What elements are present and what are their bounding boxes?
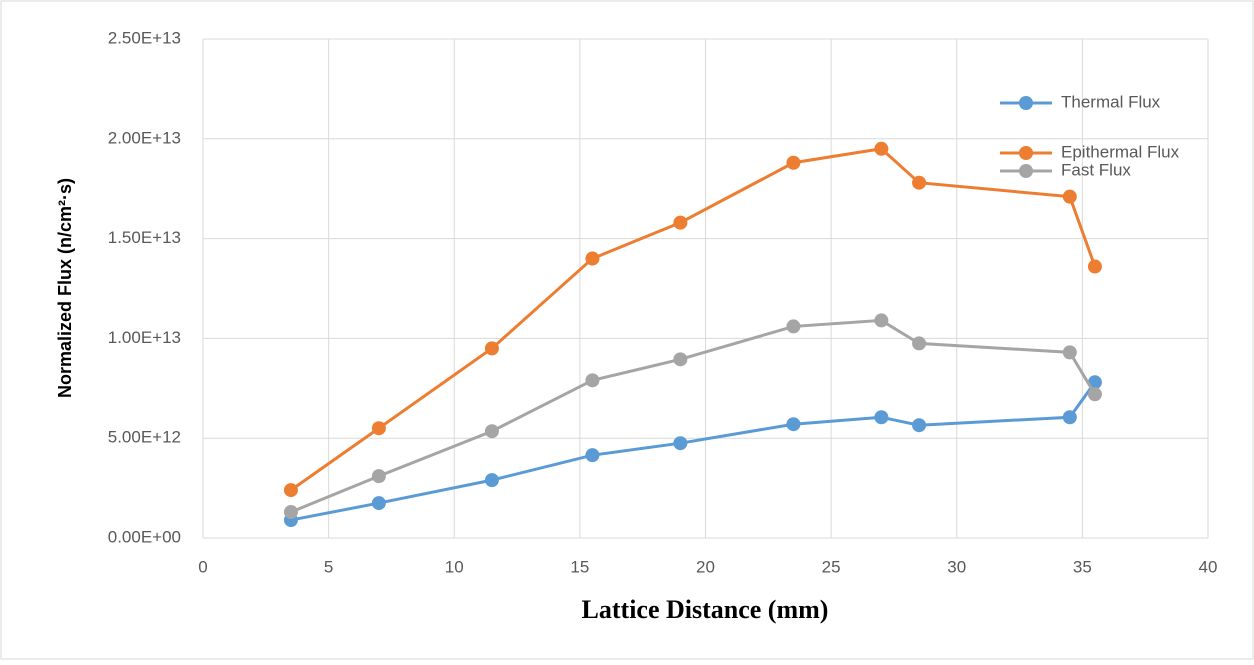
data-point xyxy=(786,319,800,333)
data-point xyxy=(1063,190,1077,204)
data-point xyxy=(284,505,298,519)
data-point xyxy=(874,410,888,424)
legend-marker xyxy=(1019,146,1033,160)
data-point xyxy=(585,252,599,266)
data-point xyxy=(372,469,386,483)
data-point xyxy=(1088,260,1102,274)
data-point xyxy=(912,176,926,190)
legend-label: Thermal Flux xyxy=(1061,92,1161,111)
data-point xyxy=(673,352,687,366)
data-point xyxy=(1088,387,1102,401)
y-tick-label: 2.00E+13 xyxy=(108,128,181,147)
data-point xyxy=(372,421,386,435)
x-tick-label: 30 xyxy=(947,557,966,576)
x-tick-label: 15 xyxy=(570,557,589,576)
y-tick-label: 5.00E+12 xyxy=(108,428,181,447)
legend-marker xyxy=(1019,164,1033,178)
data-point xyxy=(1063,410,1077,424)
x-tick-label: 35 xyxy=(1073,557,1092,576)
y-tick-label: 1.00E+13 xyxy=(108,328,181,347)
data-point xyxy=(912,336,926,350)
legend-label: Fast Flux xyxy=(1061,160,1131,179)
data-point xyxy=(874,313,888,327)
data-point xyxy=(585,448,599,462)
x-tick-label: 10 xyxy=(445,557,464,576)
x-axis-label: Lattice Distance (mm) xyxy=(582,595,829,624)
data-point xyxy=(673,216,687,230)
data-point xyxy=(485,424,499,438)
x-tick-label: 0 xyxy=(198,557,207,576)
y-tick-label: 2.50E+13 xyxy=(108,28,181,47)
legend-marker xyxy=(1019,96,1033,110)
legend-label: Epithermal Flux xyxy=(1061,142,1180,161)
data-point xyxy=(284,483,298,497)
data-point xyxy=(786,417,800,431)
y-axis-label: Normalized Flux (n/cm²·s) xyxy=(55,178,75,398)
y-tick-label: 1.50E+13 xyxy=(108,228,181,247)
data-point xyxy=(585,373,599,387)
data-point xyxy=(485,473,499,487)
x-tick-label: 40 xyxy=(1199,557,1218,576)
data-point xyxy=(673,436,687,450)
x-tick-label: 25 xyxy=(822,557,841,576)
data-point xyxy=(372,496,386,510)
x-tick-label: 20 xyxy=(696,557,715,576)
y-tick-label: 0.00E+00 xyxy=(108,527,181,546)
data-point xyxy=(874,142,888,156)
data-point xyxy=(912,418,926,432)
data-point xyxy=(1063,345,1077,359)
x-tick-label: 5 xyxy=(324,557,333,576)
data-point xyxy=(485,341,499,355)
data-point xyxy=(786,156,800,170)
chart: Lattice Distance (mm) Normalized Flux (n… xyxy=(0,0,1254,660)
